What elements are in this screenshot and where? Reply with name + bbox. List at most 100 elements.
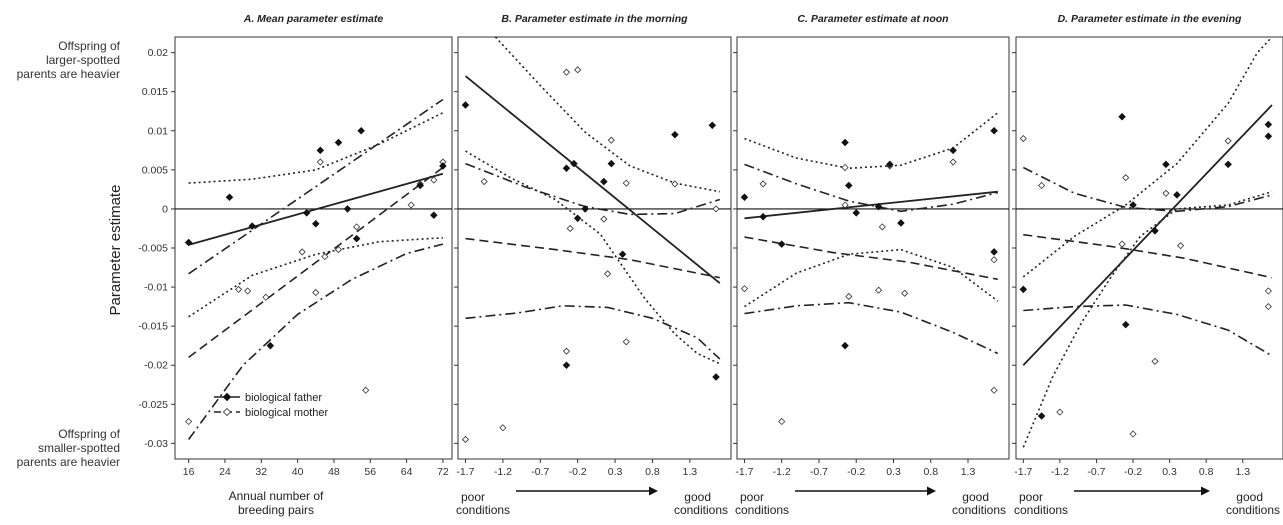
mother-point <box>499 424 507 432</box>
series-line-dot-5 <box>188 237 443 318</box>
x-tick-label: -0.7 <box>531 466 549 478</box>
father-point <box>712 373 720 381</box>
x-tick-label: 1.3 <box>683 466 698 478</box>
x-tick-label: 0.3 <box>886 466 901 478</box>
mother-point <box>1056 408 1064 416</box>
mother-point <box>262 293 270 301</box>
mother-point <box>949 158 957 166</box>
father-point <box>316 146 325 155</box>
series-line-dash-1 <box>744 236 998 281</box>
mother-point <box>562 68 571 76</box>
y-tick-label: -0.015 <box>138 321 168 333</box>
mother-point <box>990 256 998 264</box>
father-point <box>897 219 905 227</box>
series-group <box>464 37 721 365</box>
father-point <box>1264 132 1273 141</box>
series-line-dash-1 <box>465 237 720 279</box>
father-point <box>302 209 311 217</box>
series-line-dot-4 <box>188 112 444 184</box>
father-point <box>671 130 679 139</box>
good-label: good <box>962 490 989 504</box>
father-point <box>225 193 234 201</box>
y-tick-label: 0.01 <box>148 125 169 137</box>
father-point <box>184 238 193 247</box>
bottom-annotation-line2: smaller-spotted <box>38 441 120 455</box>
mother-point <box>562 347 571 355</box>
mother-point <box>600 215 608 223</box>
series-line-dash-1 <box>188 166 444 359</box>
mother-point <box>316 158 324 166</box>
mother-point <box>334 245 343 254</box>
panel-frame <box>736 36 1010 460</box>
x-tick-label: -0.7 <box>810 466 828 478</box>
mother-point <box>480 178 488 186</box>
y-tick-label: 0.015 <box>142 86 168 98</box>
panel-frame <box>457 36 732 460</box>
conditions-label: conditions <box>456 503 510 517</box>
father-point <box>841 138 849 147</box>
mother-point <box>1151 357 1159 365</box>
x-tick-label: -1.2 <box>494 466 512 478</box>
x-tick-label: 0.3 <box>608 466 623 478</box>
mother-point <box>901 289 909 297</box>
father-point <box>874 202 883 211</box>
x-tick-label: -1.2 <box>1051 466 1069 478</box>
father-point <box>357 127 365 135</box>
top-annotation-line1: Offspring of <box>58 39 120 53</box>
panel-c: C. Parameter estimate at noon -1.7 -1.2 -0.… <box>733 13 1010 517</box>
father-point <box>1224 160 1232 169</box>
x-tick-label: -1.7 <box>735 466 753 478</box>
x-tick-label: 48 <box>328 466 340 478</box>
father-point <box>334 138 343 147</box>
father-point <box>607 159 616 168</box>
y-tick-label: -0.03 <box>144 438 168 450</box>
series-line-dot-4 <box>1022 37 1273 278</box>
conditions-label: conditions <box>1226 503 1280 517</box>
x-tick-label: 16 <box>183 466 195 478</box>
mother-point <box>875 286 883 294</box>
father-point <box>990 248 998 256</box>
mother-point <box>778 417 786 426</box>
father-point <box>439 162 447 170</box>
father-point <box>581 205 589 213</box>
mother-point <box>244 287 252 295</box>
mother-point <box>312 288 320 297</box>
father-point <box>618 250 627 259</box>
series-line-dashdot-2 <box>744 163 999 213</box>
father-point <box>1264 120 1273 129</box>
mother-point <box>622 338 630 346</box>
mother-point <box>1177 242 1185 250</box>
mother-point <box>298 248 306 256</box>
mother-point <box>740 285 749 293</box>
mother-point <box>1264 303 1272 311</box>
x-tick-label: 0.3 <box>1162 466 1177 478</box>
father-point <box>949 146 957 155</box>
panel-title: C. Parameter estimate at noon <box>797 13 948 25</box>
mother-point <box>845 292 853 301</box>
mother-point <box>407 201 415 209</box>
x-tick-label: -0.2 <box>1124 466 1142 478</box>
mother-point <box>622 179 630 187</box>
mother-point <box>759 180 767 188</box>
x-tick-label: -0.2 <box>569 466 587 478</box>
series-line-dot-5 <box>465 150 721 365</box>
series-line-dashdot-3 <box>744 301 999 355</box>
y-tick-label: -0.025 <box>138 399 168 411</box>
x-tick-label: 0.8 <box>923 466 938 478</box>
father-point <box>1162 160 1170 169</box>
panel-title: B. Parameter estimate in the morning <box>501 13 688 25</box>
series-line-dashdot-2 <box>1022 166 1273 213</box>
legend-father-label: biological father <box>245 392 322 404</box>
series-line-dashdot-2 <box>465 162 721 216</box>
y-tick-label: 0.005 <box>142 164 168 176</box>
series-group <box>187 98 444 440</box>
x-tick-label: -0.2 <box>847 466 865 478</box>
good-label: good <box>684 490 711 504</box>
y-tick-label: 0.02 <box>148 47 169 59</box>
series-line-solid-0 <box>188 172 444 246</box>
mother-point <box>461 435 470 444</box>
series-line-solid-0 <box>464 75 721 284</box>
father-point <box>248 222 256 230</box>
father-point <box>573 214 582 223</box>
